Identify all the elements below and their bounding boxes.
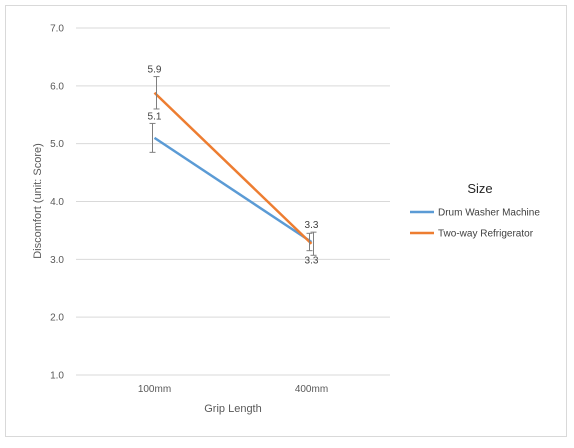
legend: Size Drum Washer Machine Two-way Refriger… — [410, 181, 540, 240]
y-tick-label: 5.0 — [50, 139, 64, 150]
data-label: 3.3 — [305, 220, 319, 231]
legend-label: Two-way Refrigerator — [438, 229, 534, 240]
legend-label: Drum Washer Machine — [438, 208, 540, 219]
data-label: 5.1 — [148, 111, 162, 122]
y-tick-label: 2.0 — [50, 313, 64, 324]
x-tick-labels: 100mm 400mm — [138, 384, 328, 395]
series-line — [153, 136, 313, 244]
x-tick-label: 400mm — [295, 384, 328, 395]
series-line — [153, 91, 313, 245]
y-tick-label: 1.0 — [50, 371, 64, 382]
x-tick-label: 100mm — [138, 384, 171, 395]
y-tick-labels: 1.0 2.0 3.0 4.0 5.0 6.0 7.0 — [50, 24, 64, 382]
data-label: 5.9 — [148, 65, 162, 76]
legend-title: Size — [467, 181, 492, 196]
x-axis-title: Grip Length — [204, 403, 261, 415]
y-tick-label: 4.0 — [50, 197, 64, 208]
y-tick-label: 6.0 — [50, 81, 64, 92]
gridlines — [76, 27, 390, 376]
y-tick-label: 3.0 — [50, 255, 64, 266]
error-bars — [149, 76, 317, 256]
y-axis-title: Discomfort (unit: Score) — [32, 143, 44, 259]
legend-items: Drum Washer Machine Two-way Refrigerator — [410, 208, 540, 240]
data-label: 3.3 — [305, 256, 319, 267]
data-labels: 5.1 3.3 5.9 3.3 — [148, 65, 319, 267]
y-tick-label: 7.0 — [50, 24, 64, 35]
series-lines — [153, 91, 313, 245]
chart-frame — [5, 5, 567, 437]
